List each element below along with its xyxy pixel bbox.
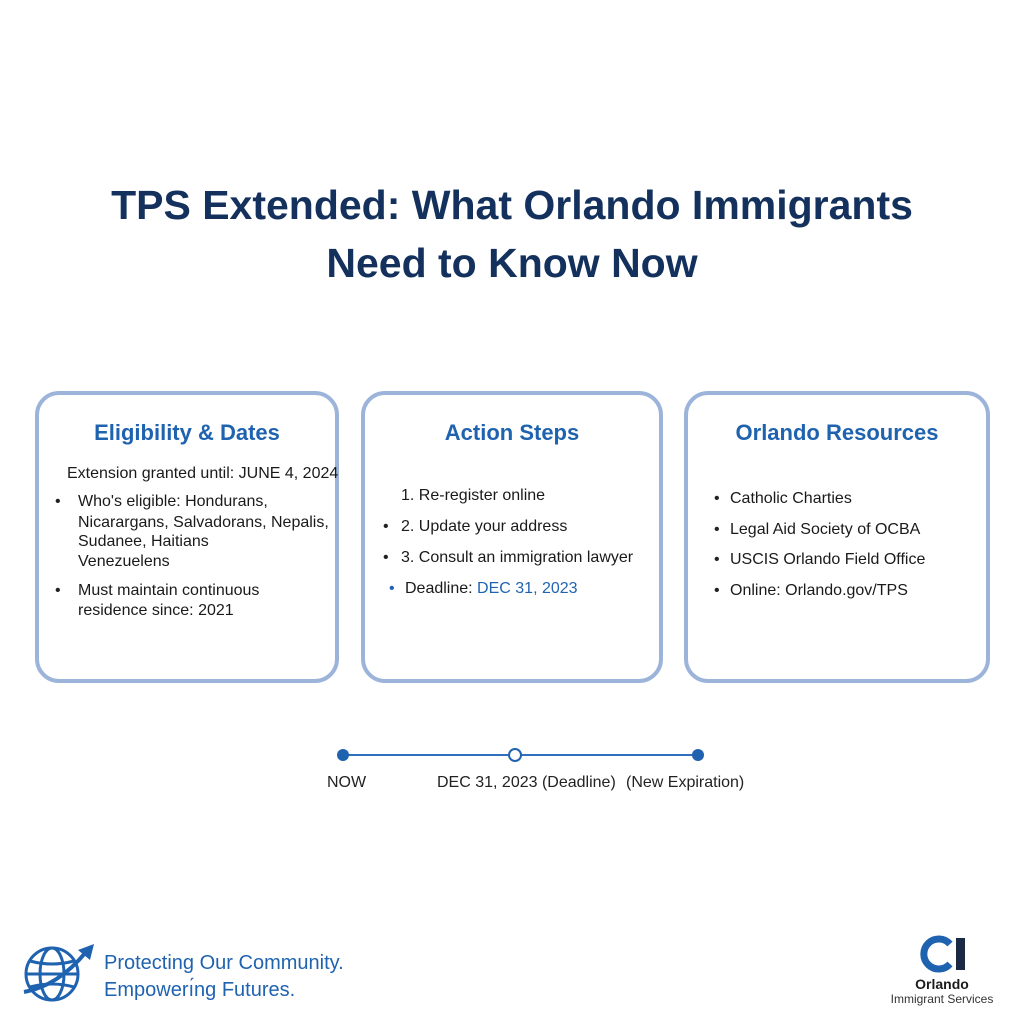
step-2: 2. Update your address xyxy=(401,518,568,535)
bullet-dot: • xyxy=(55,582,61,599)
bullet-dot: • xyxy=(55,493,61,510)
logo-name-main: Orlando xyxy=(915,976,969,992)
action-steps-title: Action Steps xyxy=(444,420,580,445)
deadline-text: Deadline: DEC 31, 2023 xyxy=(405,579,578,599)
resource-item: Online: Orlando.gov/TPS xyxy=(730,582,908,599)
logo-name-sub: Immigrant Services xyxy=(890,992,994,1006)
bullet-dot: • xyxy=(714,490,720,507)
bullet-dot: • xyxy=(383,549,389,566)
timeline-dot-now xyxy=(337,749,349,761)
footer-tagline: Protecting Our Community. Empowerı́ng Fu… xyxy=(104,950,344,1004)
headline-line-1: TPS Extended: What Orlando Immigrants xyxy=(111,182,913,228)
bullet-dot: • xyxy=(389,580,395,597)
globe-arrow-icon xyxy=(23,944,94,1002)
eligible-line-3: Sudanee, Haitians xyxy=(78,533,209,550)
headline-line-2: Need to Know Now xyxy=(326,240,698,286)
extension-date-text: Extension granted until: JUNE 4, 2024 xyxy=(67,465,339,482)
timeline-label-now: NOW xyxy=(327,774,367,791)
timeline-dot-expiration xyxy=(692,749,704,761)
bullet-dot: • xyxy=(714,521,720,538)
eligibility-card: Eligibility & Dates Extension granted un… xyxy=(35,391,339,683)
eligible-line-4: Venezuelens xyxy=(78,553,170,570)
residence-line-2: residence since: 2021 xyxy=(78,602,234,619)
bullet-dot: • xyxy=(383,518,389,535)
bullet-dot: • xyxy=(714,551,720,568)
eligibility-title: Eligibility & Dates xyxy=(94,420,280,445)
resource-item: Legal Aid Society of OCBA xyxy=(730,521,921,538)
resources-title: Orlando Resources xyxy=(735,420,939,445)
step-1: 1. Re-register online xyxy=(401,487,546,504)
page-headline: TPS Extended: What Orlando Immigrants Ne… xyxy=(0,176,1024,292)
timeline-label-deadline: DEC 31, 2023 (Deadline) xyxy=(437,774,616,791)
deadline-value: DEC 31, 2023 xyxy=(477,580,578,597)
resource-item: USCIS Orlando Field Office xyxy=(730,551,926,568)
bullet-dot: • xyxy=(714,582,720,599)
resources-card: Orlando Resources • Catholic Charties • … xyxy=(684,391,990,683)
eligible-line-2: Nicarargans, Salvadorans, Nepalis, xyxy=(78,514,329,531)
deadline-label: Deadline: xyxy=(405,580,478,597)
step-3: 3. Consult an immigration lawyer xyxy=(401,549,634,566)
eligible-line-1: Who's eligible: Hondurans, xyxy=(78,493,268,510)
logo-name: Orlando Immigrant Services xyxy=(880,976,1004,1006)
residence-line-1: Must maintain continuous xyxy=(78,582,260,599)
timeline-label-expiration: (New Expiration) xyxy=(626,774,745,791)
tagline-line-1: Protecting Our Community. xyxy=(104,952,344,974)
tagline-line-2: Empowerı́ng Futures. xyxy=(104,979,296,1001)
organization-logo xyxy=(920,935,965,973)
action-steps-card: Action Steps 1. Re-register online • 2. … xyxy=(361,391,663,683)
resource-item: Catholic Charties xyxy=(730,490,852,507)
timeline-dot-deadline xyxy=(508,748,522,762)
